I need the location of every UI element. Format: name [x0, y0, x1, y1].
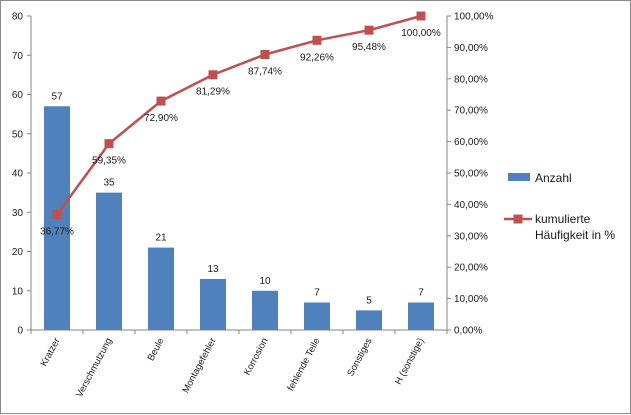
category-label: Verschmutzung — [74, 336, 114, 399]
line-value-label: 36,77% — [40, 227, 74, 238]
legend-swatch-marker — [513, 214, 523, 224]
left-tick-label: 30 — [12, 208, 24, 219]
right-axis-ticks: 0,00% 10,00% 20,00% 30,00% 40,00% 50,00% 60,00… — [447, 12, 494, 337]
right-tick-label: 10,00% — [454, 294, 488, 305]
bar-value-label: 13 — [207, 264, 219, 275]
category-label: Sonstiges — [345, 336, 374, 378]
line-marker — [104, 139, 114, 149]
left-tick-label: 10 — [12, 286, 24, 297]
right-tick-label: 90,00% — [454, 43, 488, 54]
x-axis-ticks: Kratzer Verschmutzung Beule Montagefehler Ko… — [30, 330, 448, 399]
bar-value-label: 7 — [314, 288, 320, 299]
axes — [30, 16, 448, 331]
bar-value-label: 5 — [366, 295, 372, 306]
legend-label-anzahl: Anzahl — [535, 171, 572, 185]
right-tick-label: 60,00% — [454, 137, 488, 148]
category-label: fehlende Teile — [285, 336, 322, 393]
right-tick-label: 50,00% — [454, 169, 488, 180]
bar — [356, 310, 382, 330]
left-tick-label: 20 — [12, 247, 24, 258]
line-value-label: 87,74% — [248, 66, 282, 77]
bar-value-label: 57 — [51, 91, 63, 102]
bar-value-label: 35 — [103, 178, 115, 189]
line-value-label: 59,35% — [92, 156, 126, 167]
line-series — [52, 11, 426, 220]
left-tick-label: 50 — [12, 129, 24, 140]
left-tick-label: 70 — [12, 51, 24, 62]
right-tick-label: 80,00% — [454, 74, 488, 85]
line-marker — [260, 49, 270, 59]
cumulative-line — [55, 14, 422, 216]
legend-label-haeufigkeit: Häufigkeit in % — [535, 228, 615, 242]
line-value-label: 100,00% — [401, 28, 441, 39]
line-marker — [364, 25, 374, 35]
bar — [252, 290, 278, 330]
right-tick-label: 30,00% — [454, 231, 488, 242]
left-tick-label: 80 — [12, 12, 24, 23]
bar-value-label: 10 — [259, 276, 271, 287]
bar — [96, 192, 122, 330]
left-tick-label: 60 — [12, 90, 24, 101]
right-tick-label: 20,00% — [454, 263, 488, 274]
line-value-label: 81,29% — [196, 87, 230, 98]
right-tick-label: 100,00% — [454, 12, 494, 23]
category-label: Beule — [146, 336, 167, 363]
category-label: Kratzer — [39, 336, 63, 368]
category-label: H (sonstige) — [393, 336, 427, 386]
line-marker — [156, 96, 166, 106]
bar — [408, 302, 434, 330]
left-axis-ticks: 0 10 20 30 40 50 60 70 80 — [12, 12, 31, 337]
bar — [148, 247, 174, 330]
legend-label-kumulierte: kumulierte — [535, 212, 591, 226]
bar — [200, 278, 226, 330]
line-marker — [312, 35, 322, 45]
right-tick-label: 70,00% — [454, 106, 488, 117]
line-marker — [416, 11, 426, 21]
bar-series — [44, 106, 434, 331]
right-tick-label: 40,00% — [454, 200, 488, 211]
bar-value-label: 7 — [418, 288, 424, 299]
left-tick-label: 0 — [17, 326, 23, 337]
category-label: Montagefehler — [180, 336, 218, 395]
line-marker — [208, 70, 218, 80]
right-tick-label: 0,00% — [454, 326, 482, 337]
bar — [304, 302, 330, 330]
line-value-label: 95,48% — [352, 42, 386, 53]
legend: Anzahl kumulierte Häufigkeit in % — [504, 171, 615, 242]
legend-swatch-anzahl — [508, 173, 530, 181]
line-value-label: 92,26% — [300, 52, 334, 63]
category-label: Korrosion — [242, 336, 271, 377]
line-data-labels: 36,77% 59,35% 72,90% 81,29% 87,74% 92,26% 95,4… — [40, 28, 441, 238]
bar-value-label: 21 — [155, 233, 167, 244]
left-tick-label: 40 — [12, 169, 24, 180]
line-marker — [52, 210, 62, 220]
line-value-label: 72,90% — [144, 113, 178, 124]
